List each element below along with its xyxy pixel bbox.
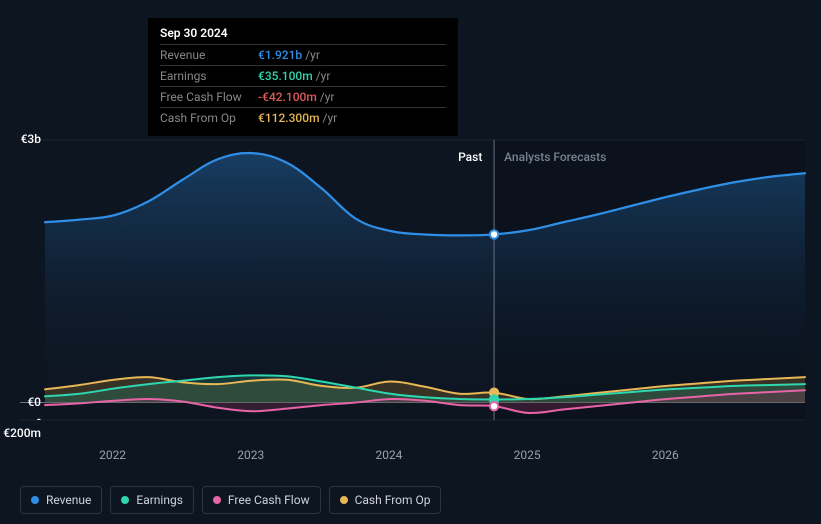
legend-label: Earnings: [136, 493, 183, 507]
x-tick-label: 2026: [652, 448, 679, 462]
x-tick-label: 2022: [99, 448, 126, 462]
chart-legend: Revenue Earnings Free Cash Flow Cash From O…: [20, 486, 441, 514]
chart-tooltip: Sep 30 2024 Revenue€1.921b /yrEarnings€3…: [148, 18, 458, 136]
legend-label: Free Cash Flow: [228, 493, 310, 507]
legend-dot-icon: [340, 496, 348, 504]
tooltip-metric-value: -€42.100m: [258, 90, 317, 104]
x-tick-label: 2024: [375, 448, 402, 462]
x-tick-label: 2025: [514, 448, 541, 462]
legend-dot-icon: [31, 496, 39, 504]
legend-item-cash-from-op[interactable]: Cash From Op: [329, 486, 442, 514]
forecast-label: Analysts Forecasts: [504, 150, 606, 164]
tooltip-unit: /yr: [316, 69, 331, 83]
legend-item-free-cash-flow[interactable]: Free Cash Flow: [202, 486, 321, 514]
y-tick-label: €0: [27, 395, 41, 409]
legend-dot-icon: [121, 496, 129, 504]
tooltip-unit: /yr: [320, 90, 335, 104]
tooltip-row: Earnings€35.100m /yr: [160, 65, 446, 86]
tooltip-metric-value: €1.921b: [258, 48, 302, 62]
past-label: Past: [458, 150, 482, 164]
legend-dot-icon: [213, 496, 221, 504]
tooltip-row: Revenue€1.921b /yr: [160, 44, 446, 65]
legend-item-earnings[interactable]: Earnings: [110, 486, 194, 514]
marker-revenue: [490, 230, 498, 238]
tooltip-metric-label: Earnings: [160, 69, 258, 83]
tooltip-metric-value: €35.100m: [258, 69, 313, 83]
tooltip-row: Free Cash Flow-€42.100m /yr: [160, 86, 446, 107]
tooltip-unit: /yr: [305, 48, 320, 62]
y-tick-label: -€200m: [0, 412, 41, 440]
marker-free_cash_flow: [490, 402, 498, 410]
tooltip-metric-value: €112.300m: [258, 111, 320, 125]
tooltip-metric-label: Free Cash Flow: [160, 90, 258, 104]
legend-item-revenue[interactable]: Revenue: [20, 486, 102, 514]
legend-label: Revenue: [46, 493, 91, 507]
tooltip-row: Cash From Op€112.300m /yr: [160, 107, 446, 128]
tooltip-metric-label: Revenue: [160, 48, 258, 62]
y-tick-label: €3b: [21, 132, 41, 146]
tooltip-unit: /yr: [323, 111, 338, 125]
x-tick-label: 2023: [237, 448, 264, 462]
tooltip-date: Sep 30 2024: [160, 26, 446, 44]
tooltip-metric-label: Cash From Op: [160, 111, 258, 125]
financials-forecast-chart: €3b €0 -€200m 2022 2023 2024 2025 2026 Past An…: [0, 0, 821, 524]
legend-label: Cash From Op: [355, 493, 431, 507]
